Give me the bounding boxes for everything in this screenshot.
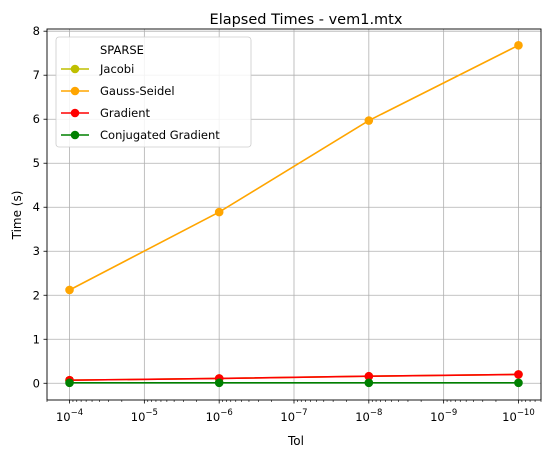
x-tick-label: 10−6 [206, 408, 233, 424]
y-tick-label: 6 [33, 112, 40, 126]
y-tick-label: 5 [33, 156, 40, 170]
legend-marker-gauss-seidel [70, 86, 80, 96]
x-tick-label: 10−10 [502, 408, 535, 424]
legend-label-gauss-seidel: Gauss-Seidel [100, 84, 175, 98]
chart-title: Elapsed Times - vem1.mtx [210, 12, 403, 28]
legend-box [55, 36, 252, 148]
x-axis-label: Tol [287, 434, 304, 448]
data-point-gauss-seidel [514, 40, 523, 50]
y-tick-label: 8 [33, 24, 40, 38]
legend-marker-conjugated-gradient [70, 130, 80, 140]
data-point-gradient [514, 370, 523, 379]
x-tick-label: 10−8 [355, 408, 382, 424]
data-point-gauss-seidel [364, 116, 374, 125]
legend-marker-gradient [70, 108, 80, 118]
legend-label-jacobi: Jacobi [99, 62, 134, 76]
data-point-gauss-seidel [214, 207, 224, 217]
series-line-gauss-seidel [69, 44, 519, 291]
x-tick-label: 10−4 [56, 408, 83, 424]
legend-label-conjugated-gradient: Conjugated Gradient [100, 128, 220, 142]
y-tick-label: 2 [33, 288, 40, 302]
y-tick-label: 4 [33, 200, 40, 214]
legend: SPARSE Jacobi Gauss-Seidel Gradient Conjugat… [55, 36, 252, 148]
y-axis-label: Time (s) [10, 191, 24, 241]
data-point-gradient [364, 371, 374, 381]
data-point-gauss-seidel [65, 285, 74, 295]
plot-area: 10−4 10−5 10−6 10−7 10−8 10−9 10−10 0 1 2 3 4 5 6 7 8 SP… [33, 24, 542, 424]
y-tick-label: 7 [33, 68, 40, 82]
data-point-conjugated-gradient [364, 378, 374, 388]
x-tick-label: 10−5 [131, 408, 158, 424]
legend-marker-jacobi [70, 64, 80, 74]
legend-title: SPARSE [100, 43, 144, 57]
y-tick-label: 3 [33, 244, 40, 258]
series-line-gradient [69, 373, 519, 381]
x-tick-label: 10−9 [430, 408, 457, 424]
legend-label-gradient: Gradient [100, 106, 151, 120]
data-point-conjugated-gradient [65, 378, 74, 388]
y-tick-label: 1 [33, 332, 40, 346]
x-tick-label: 10−7 [280, 408, 307, 424]
data-point-conjugated-gradient [214, 378, 224, 388]
data-point-conjugated-gradient [514, 378, 523, 388]
y-tick-label: 0 [33, 376, 40, 390]
